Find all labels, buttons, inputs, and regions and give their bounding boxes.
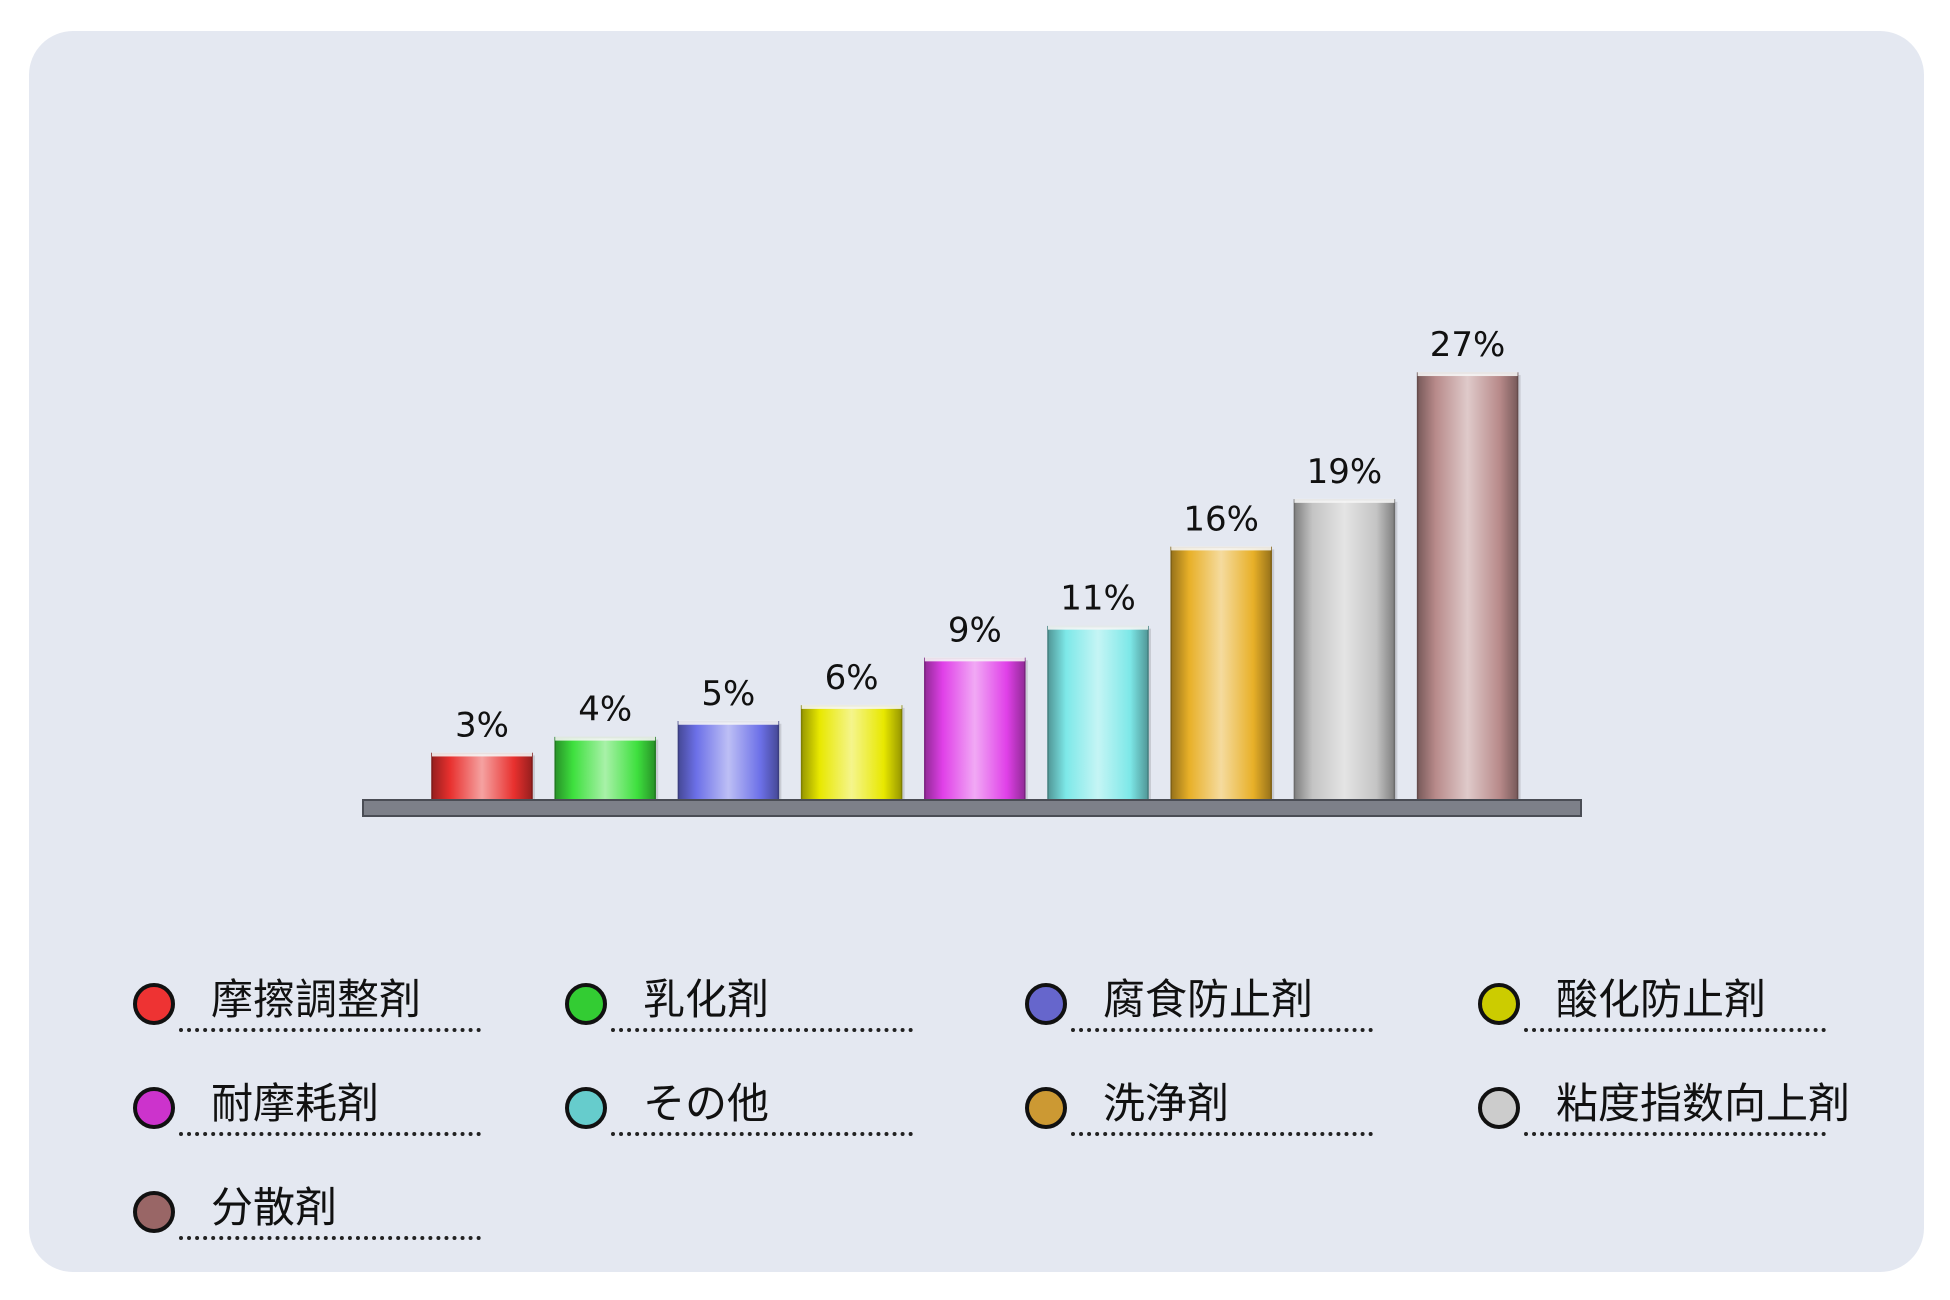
bar-6 <box>1047 625 1149 802</box>
legend-dotted-leader <box>179 1132 481 1136</box>
bar-3 <box>677 721 780 802</box>
legend-dotted-leader <box>1071 1132 1373 1136</box>
data-label-8: 19% <box>1307 452 1383 492</box>
legend-dotted-leader <box>611 1132 913 1136</box>
legend-item-9: 分散剤 <box>133 1174 533 1244</box>
legend-dotted-leader <box>179 1028 481 1032</box>
legend-label: 乳化剤 <box>643 975 770 1024</box>
bar-top-highlight-4 <box>801 704 902 709</box>
chart-panel <box>29 31 1924 1272</box>
legend-swatch <box>133 983 175 1025</box>
legend-swatch <box>1478 1087 1520 1129</box>
data-label-4: 6% <box>825 658 879 698</box>
legend-dotted-leader <box>611 1028 913 1032</box>
bars-layer <box>431 372 1521 803</box>
data-label-2: 4% <box>578 690 632 730</box>
legend-dotted-leader <box>1071 1028 1373 1032</box>
legend-label: 摩擦調整剤 <box>211 975 422 1024</box>
legend-item-4: 酸化防止剤 <box>1478 966 1878 1036</box>
bar-top-highlight-8 <box>1294 498 1395 503</box>
legend-label: 粘度指数向上剤 <box>1556 1079 1851 1128</box>
bar-top-highlight-3 <box>678 720 779 725</box>
bar-top-highlight-5 <box>924 657 1025 662</box>
bar-5 <box>924 657 1026 802</box>
data-label-7: 16% <box>1183 499 1259 539</box>
data-label-5: 9% <box>948 610 1002 650</box>
data-label-6: 11% <box>1060 579 1136 619</box>
data-label-9: 27% <box>1430 325 1506 365</box>
legend-swatch <box>133 1087 175 1129</box>
legend-dotted-leader <box>179 1236 481 1240</box>
legend-item-7: 洗浄剤 <box>1025 1070 1425 1140</box>
legend-swatch <box>1025 983 1067 1025</box>
data-label-1: 3% <box>455 705 509 745</box>
bar-1 <box>431 752 533 802</box>
legend-swatch <box>1025 1087 1067 1129</box>
legend-swatch <box>133 1191 175 1233</box>
legend-label: 腐食防止剤 <box>1103 975 1314 1024</box>
legend-label: 耐摩耗剤 <box>211 1079 380 1128</box>
legend-label: 洗浄剤 <box>1103 1079 1230 1128</box>
bar-7 <box>1170 546 1272 802</box>
legend-item-8: 粘度指数向上剤 <box>1478 1070 1878 1140</box>
legend-dotted-leader <box>1524 1132 1826 1136</box>
baseline-layer <box>362 799 1582 817</box>
data-label-3: 5% <box>701 674 755 714</box>
x-axis-baseline <box>362 799 1582 817</box>
bar-top-highlight-7 <box>1171 546 1272 551</box>
labels-layer: 3% 4% 5% 6% 9% 11% 16% 19% 27% <box>455 325 1505 745</box>
legend-item-5: 耐摩耗剤 <box>133 1070 533 1140</box>
bar-top-highlight-2 <box>555 736 656 741</box>
bar-4 <box>800 705 903 802</box>
bar-2 <box>554 736 656 802</box>
bar-top-highlight-6 <box>1048 625 1148 630</box>
bar-9 <box>1416 372 1519 802</box>
legend-dotted-leader <box>1524 1028 1826 1032</box>
legend-label: 酸化防止剤 <box>1556 975 1767 1024</box>
bar-8 <box>1293 499 1396 802</box>
bar-top-highlight-9 <box>1417 372 1518 377</box>
legend-item-6: その他 <box>565 1070 965 1140</box>
legend-swatch <box>565 1087 607 1129</box>
bar-top-highlight-1 <box>432 752 532 757</box>
legend-swatch <box>1478 983 1520 1025</box>
legend-item-1: 摩擦調整剤 <box>133 966 533 1036</box>
legend-item-3: 腐食防止剤 <box>1025 966 1425 1036</box>
legend-label: その他 <box>643 1079 770 1128</box>
legend-item-2: 乳化剤 <box>565 966 965 1036</box>
legend-label: 分散剤 <box>211 1183 338 1232</box>
legend-swatch <box>565 983 607 1025</box>
